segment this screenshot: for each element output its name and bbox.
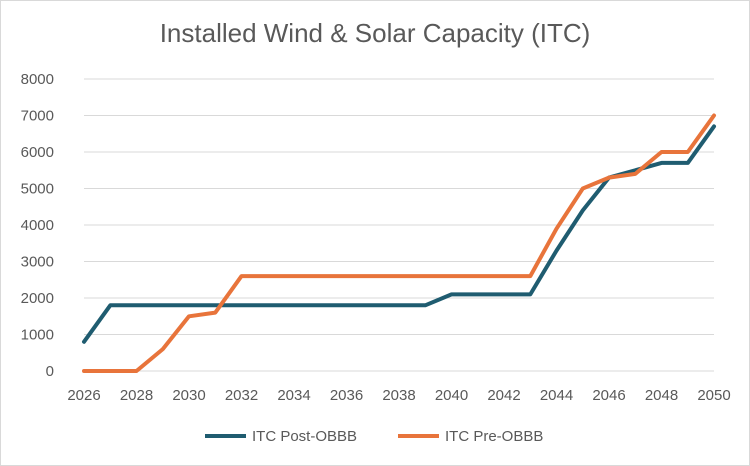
x-tick-label: 2050 [697,387,730,404]
y-tick-label: 5000 [21,181,54,198]
y-tick-label: 0 [46,363,54,380]
y-tick-label: 3000 [21,254,54,271]
y-tick-label: 2000 [21,290,54,307]
y-tick-label: 6000 [21,144,54,161]
y-tick-label: 4000 [21,217,54,234]
x-tick-label: 2028 [120,387,153,404]
x-tick-label: 2038 [382,387,415,404]
y-axis-ticks: 0 1000 2000 3000 4000 5000 6000 7000 8000 [21,71,54,380]
series-lines [82,113,716,373]
chart-title: Installed Wind & Solar Capacity (ITC) [159,18,591,48]
x-tick-label: 2036 [330,387,363,404]
x-tick-label: 2040 [435,387,468,404]
legend: ITC Post-OBBB ITC Pre-OBBB [205,428,543,445]
x-tick-label: 2032 [225,387,258,404]
gridlines [84,78,714,372]
x-tick-label: 2026 [67,387,100,404]
legend-label: ITC Post-OBBB [252,428,357,445]
series-line [82,124,716,344]
x-tick-label: 2046 [592,387,625,404]
y-tick-label: 7000 [21,108,54,125]
x-axis-ticks: 2026 2028 2030 2032 2034 2036 2038 2040 2042 2044… [67,387,730,404]
x-tick-label: 2044 [540,387,573,404]
legend-label: ITC Pre-OBBB [445,428,543,445]
x-tick-label: 2030 [172,387,205,404]
x-tick-label: 2042 [487,387,520,404]
y-tick-label: 1000 [21,327,54,344]
x-tick-label: 2034 [277,387,310,404]
series-line [82,113,716,373]
x-tick-label: 2048 [645,387,678,404]
y-tick-label: 8000 [21,71,54,88]
